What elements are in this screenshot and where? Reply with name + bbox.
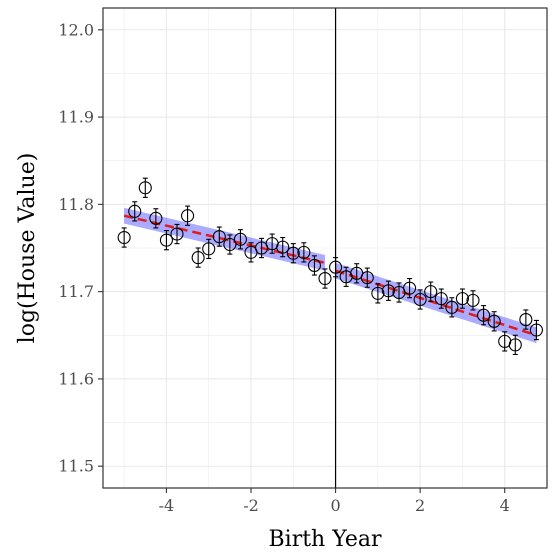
y-axis-title: log(House Value) — [15, 153, 40, 344]
data-point — [212, 230, 226, 244]
y-tick-label: 11.9 — [58, 108, 94, 127]
data-point — [170, 227, 184, 241]
data-point — [466, 293, 480, 307]
x-axis-title: Birth Year — [269, 527, 382, 552]
data-point — [487, 314, 501, 328]
data-point — [149, 211, 163, 225]
data-point — [508, 338, 522, 352]
data-point — [138, 181, 152, 195]
data-point — [381, 284, 395, 298]
x-tick-label: 4 — [500, 496, 510, 515]
data-point — [307, 258, 321, 273]
data-point — [403, 281, 417, 295]
panel-border — [102, 7, 548, 489]
fit-line-right — [335, 269, 537, 337]
data-point — [202, 242, 216, 256]
y-axis-ticks: 11.5 11.6 11.7 11.8 11.9 12.0 — [58, 20, 103, 476]
data-point — [223, 237, 237, 252]
x-tick-label: -2 — [243, 496, 259, 515]
data-point — [117, 230, 131, 245]
data-point — [159, 233, 173, 247]
data-point — [128, 204, 142, 218]
data-point — [519, 313, 533, 327]
data-point — [445, 300, 459, 314]
data-point — [424, 285, 438, 299]
x-tick-label: 0 — [330, 496, 340, 515]
data-point — [297, 245, 311, 259]
data-point — [434, 292, 448, 306]
data-point — [329, 260, 343, 274]
data-point — [233, 232, 247, 246]
data-points — [117, 181, 543, 352]
data-point — [276, 240, 290, 254]
data-point — [529, 323, 543, 337]
data-point — [455, 292, 469, 306]
data-point — [318, 271, 332, 286]
data-point — [191, 251, 205, 265]
y-tick-label: 11.7 — [58, 282, 94, 301]
x-tick-label: -4 — [159, 496, 175, 515]
y-tick-label: 11.6 — [58, 369, 94, 388]
data-point — [181, 209, 195, 223]
data-point — [286, 246, 300, 260]
data-point — [477, 308, 491, 322]
y-tick-label: 12.0 — [58, 20, 94, 39]
y-tick-label: 11.5 — [58, 457, 94, 476]
y-tick-label: 11.8 — [58, 195, 94, 214]
data-point — [371, 286, 385, 300]
x-axis-ticks: -4 -2 0 2 4 — [159, 488, 510, 515]
x-tick-label: 2 — [415, 496, 425, 515]
data-point — [413, 292, 427, 307]
data-point — [360, 271, 374, 285]
